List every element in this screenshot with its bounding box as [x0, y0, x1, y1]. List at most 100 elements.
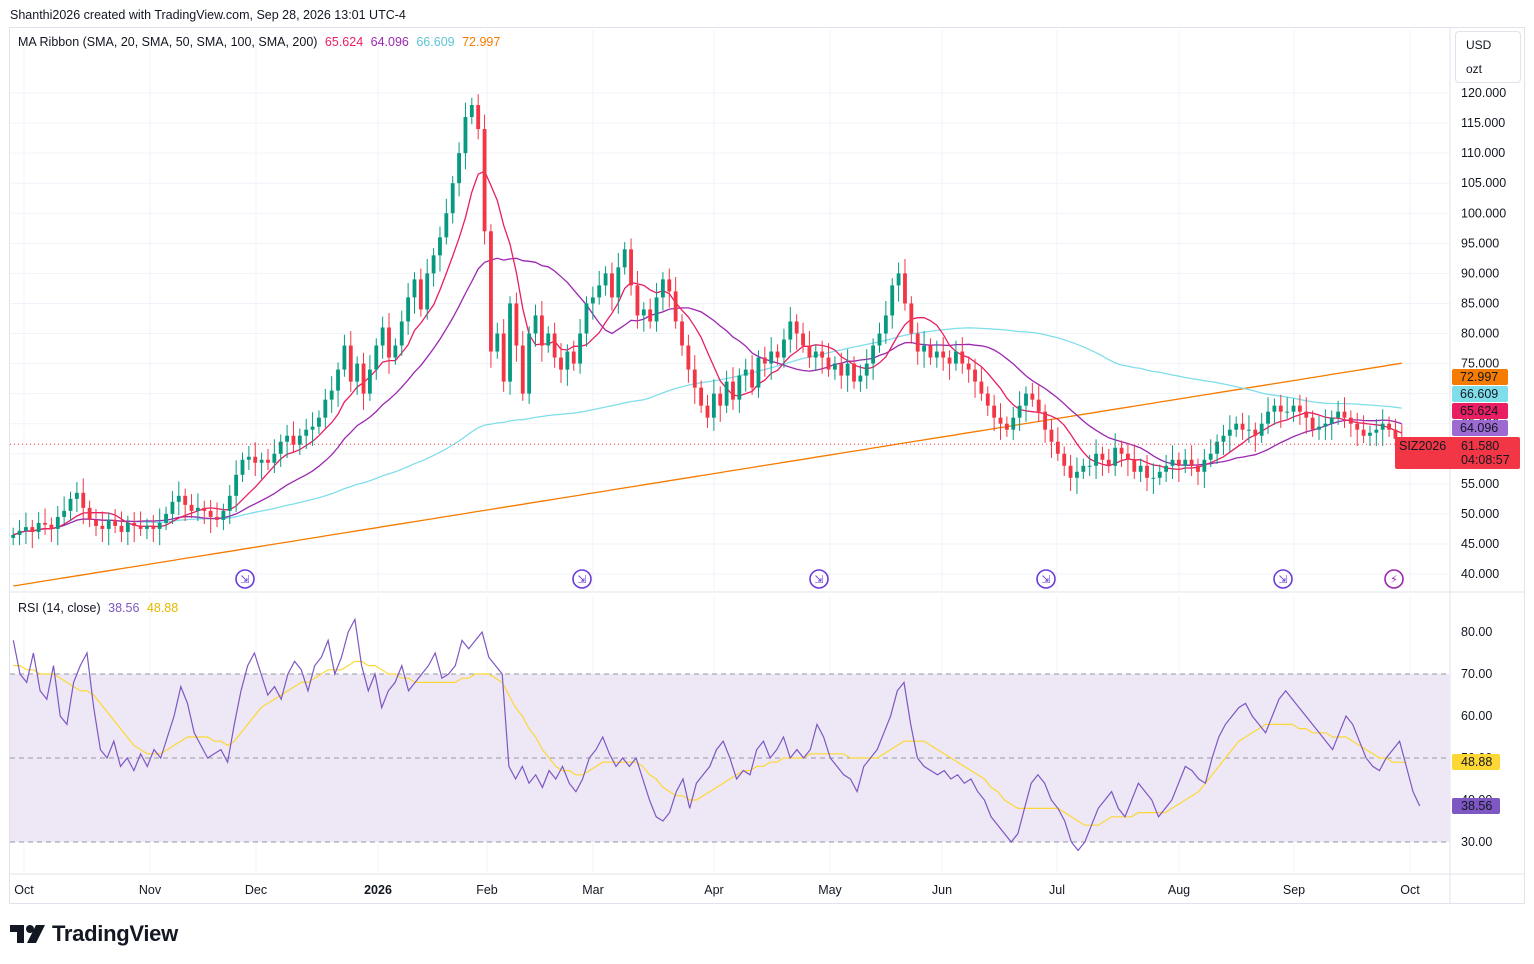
- candle-body: [692, 369, 697, 388]
- candle-body: [762, 357, 767, 364]
- candle-body: [367, 369, 372, 394]
- ma-price-tag-text: 65.624: [1460, 404, 1498, 418]
- price-tick-label: 75.000: [1461, 357, 1499, 371]
- candle-body: [189, 504, 194, 511]
- candle-body: [406, 297, 411, 322]
- candle-body: [227, 495, 232, 511]
- candle-body: [1304, 411, 1309, 418]
- candle-body: [915, 333, 920, 352]
- ma-price-tag: [1452, 386, 1508, 402]
- candle-body: [329, 390, 334, 400]
- candle-body: [476, 105, 481, 130]
- candle-body: [1094, 453, 1098, 466]
- candle-body: [578, 333, 583, 364]
- candle-body: [145, 525, 149, 529]
- candle-body: [1329, 417, 1334, 424]
- rsi-tag-text: 38.56: [1461, 799, 1492, 813]
- candle-body: [973, 369, 977, 382]
- candle-body: [966, 363, 971, 370]
- ma-ribbon-legend[interactable]: MA Ribbon (SMA, 20, SMA, 50, SMA, 100, S…: [18, 35, 504, 49]
- time-tick-label: May: [818, 883, 842, 897]
- sma100-value: 66.609: [416, 35, 455, 49]
- price-tick-label: 55.000: [1461, 477, 1499, 491]
- candle-body: [164, 513, 168, 523]
- time-tick-label: Oct: [14, 883, 34, 897]
- candle-body: [1087, 465, 1092, 467]
- candle-body: [1075, 471, 1079, 478]
- candle-body: [336, 369, 340, 391]
- event-arrow-glyph: ⇲: [1041, 573, 1050, 586]
- candle-body: [1342, 411, 1347, 418]
- header-attribution: Shanthi2026 created with TradingView.com…: [10, 8, 406, 22]
- candle-body: [1278, 405, 1283, 412]
- candle-body: [1157, 471, 1162, 478]
- candle-body: [1081, 465, 1086, 472]
- candle-body: [641, 309, 646, 316]
- candle-body: [202, 507, 207, 511]
- candle-body: [1055, 441, 1060, 454]
- candle-body: [807, 345, 812, 358]
- candle-body: [1208, 453, 1213, 460]
- ma-price-tag: [1452, 420, 1508, 436]
- candle-body: [100, 525, 105, 529]
- candle-body: [1393, 429, 1398, 439]
- candle-body: [113, 519, 118, 526]
- candle-body: [138, 525, 143, 529]
- candle-body: [756, 357, 761, 388]
- rsi-tick-label: 60.00: [1461, 709, 1492, 723]
- ma-price-tag: [1452, 369, 1508, 385]
- candle-body: [495, 333, 500, 352]
- candle-body: [871, 345, 876, 364]
- candle-body: [94, 519, 98, 526]
- candle-body: [584, 303, 589, 334]
- candle-body: [1068, 465, 1073, 478]
- candle-body: [686, 345, 691, 370]
- unit-selector[interactable]: USD ozt: [1455, 31, 1521, 83]
- candle-body: [1100, 453, 1105, 460]
- candle-body: [55, 516, 60, 529]
- last-price-tag-text: 61.580: [1461, 439, 1499, 453]
- candle-body: [883, 315, 888, 334]
- candle-body: [68, 498, 73, 511]
- candle-body: [922, 345, 926, 352]
- candle-body: [425, 273, 430, 310]
- candle-body: [342, 345, 347, 370]
- candle-body: [259, 459, 264, 463]
- candle-body: [1049, 429, 1054, 442]
- candle-body: [769, 351, 774, 364]
- candle-body: [1336, 411, 1341, 418]
- candle-body: [482, 129, 487, 232]
- price-tick-label: 95.000: [1461, 236, 1499, 250]
- time-tick-label: 2026: [364, 883, 392, 897]
- candle-body: [87, 507, 92, 520]
- candle-body: [272, 453, 277, 463]
- candle-body: [501, 333, 506, 382]
- candle-body: [208, 510, 213, 517]
- candle-body: [1043, 411, 1048, 430]
- candle-body: [571, 351, 576, 364]
- currency-label[interactable]: USD: [1466, 38, 1492, 52]
- candle-body: [310, 426, 315, 430]
- ma-ribbon-label: MA Ribbon (SMA, 20, SMA, 50, SMA, 100, S…: [18, 35, 318, 49]
- candle-body: [979, 381, 984, 394]
- dividend-event-icon: [809, 569, 829, 589]
- candle-body: [673, 291, 678, 322]
- time-tick-label: Dec: [245, 883, 267, 897]
- unit-label[interactable]: ozt: [1466, 62, 1483, 76]
- candle-body: [1151, 477, 1156, 479]
- sma20-line: [12, 170, 1403, 536]
- tradingview-logo[interactable]: TradingView: [10, 921, 178, 947]
- candle-body: [960, 351, 965, 364]
- candle-body: [1348, 417, 1353, 424]
- candle-body: [947, 357, 952, 364]
- sma50-line: [12, 257, 1402, 536]
- candle-body: [1113, 447, 1118, 466]
- candle-body: [954, 351, 958, 364]
- candle-body: [157, 522, 162, 529]
- countdown-tag-text: 04:08:57: [1461, 453, 1510, 467]
- candle-body: [852, 363, 856, 382]
- candle-body: [119, 525, 124, 532]
- ma-price-tag: [1452, 403, 1508, 419]
- rsi-legend[interactable]: RSI (14, close) 38.56 48.88: [18, 601, 182, 615]
